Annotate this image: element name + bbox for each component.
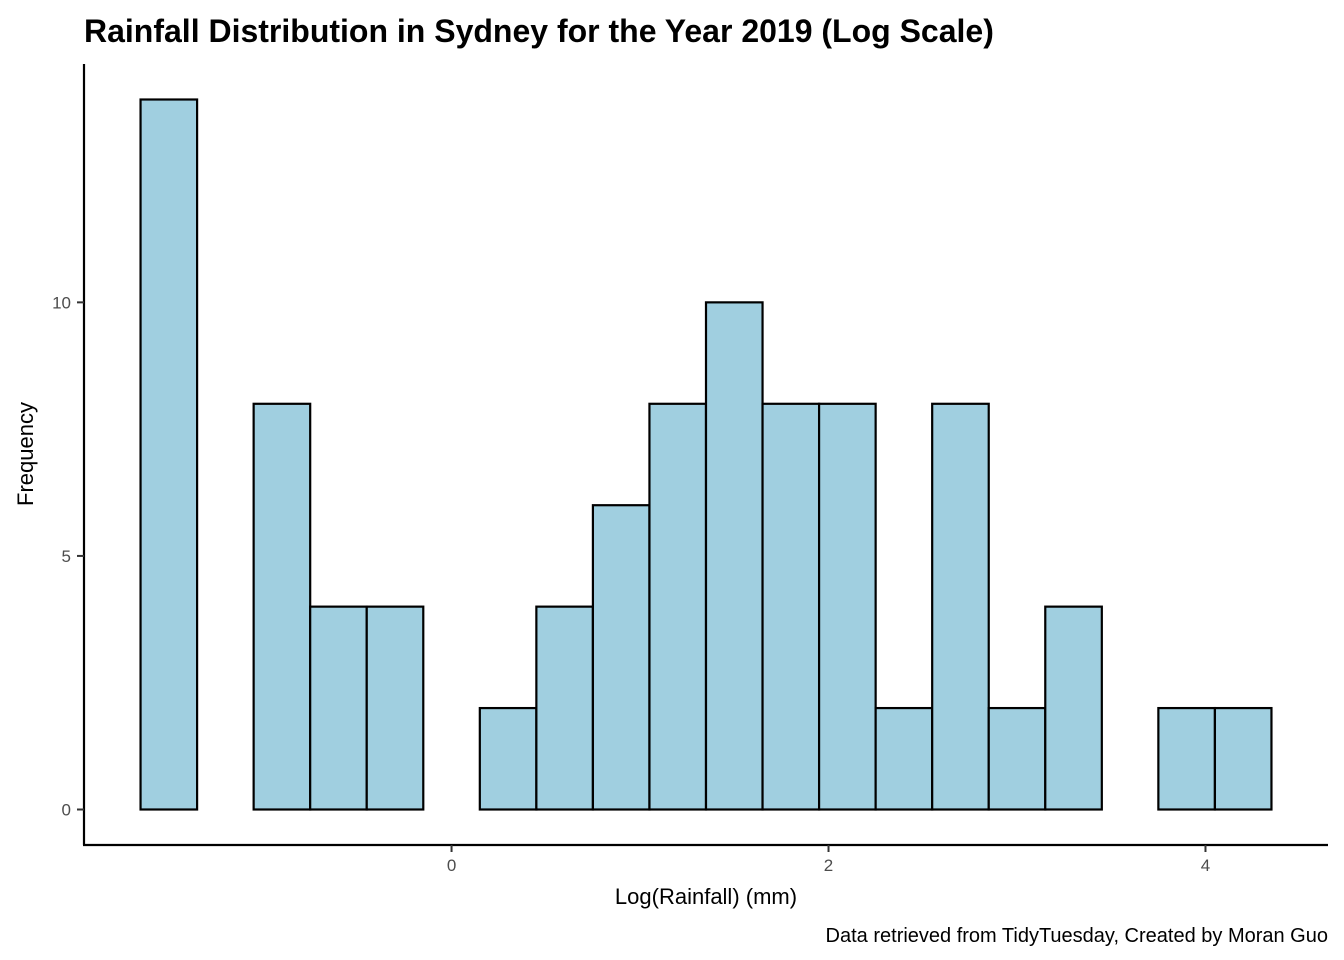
- y-tick-label-5: 5: [62, 547, 71, 566]
- histogram-bar-3: [252, 402, 312, 811]
- x-axis-label: Log(Rainfall) (mm): [615, 884, 797, 909]
- x-tick-label-0: 0: [447, 856, 456, 875]
- chart-title: Rainfall Distribution in Sydney for the …: [84, 13, 994, 49]
- histogram-bars: [139, 98, 1273, 811]
- histogram-bar-12: [761, 402, 821, 811]
- histogram-bar-1: [139, 98, 199, 811]
- y-axis-label: Frequency: [13, 402, 38, 506]
- x-tick-label-4: 4: [1201, 856, 1210, 875]
- histogram-bar-10: [648, 402, 708, 811]
- histogram-bar-13: [817, 402, 877, 811]
- x-tick-label-2: 2: [824, 856, 833, 875]
- histogram-bar-11: [704, 301, 764, 811]
- histogram-bar-7: [478, 706, 538, 811]
- x-axis-ticks: 0 2 4: [447, 845, 1210, 875]
- histogram-bar-19: [1157, 706, 1217, 811]
- y-axis-ticks: 0 5 10: [52, 293, 84, 820]
- histogram-bar-14: [874, 706, 934, 811]
- histogram-bar-9: [591, 504, 651, 811]
- chart-caption: Data retrieved from TidyTuesday, Created…: [826, 925, 1328, 947]
- histogram-bar-8: [535, 605, 595, 811]
- histogram-bar-15: [931, 402, 990, 811]
- histogram-bar-16: [987, 706, 1047, 811]
- histogram-bar-4: [309, 605, 368, 811]
- histogram-bar-20: [1213, 706, 1273, 811]
- histogram-bar-5: [365, 605, 425, 811]
- y-tick-label-0: 0: [62, 801, 71, 820]
- y-tick-label-10: 10: [52, 293, 71, 312]
- histogram-bar-17: [1044, 605, 1103, 811]
